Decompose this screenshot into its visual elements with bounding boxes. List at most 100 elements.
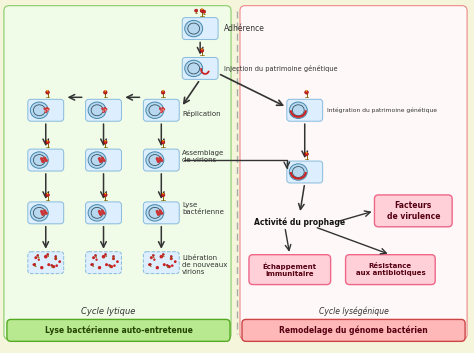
- Circle shape: [34, 263, 36, 265]
- Circle shape: [101, 157, 104, 160]
- Circle shape: [46, 140, 49, 144]
- Circle shape: [159, 157, 162, 161]
- Circle shape: [98, 157, 101, 160]
- Circle shape: [163, 108, 165, 110]
- Circle shape: [306, 152, 307, 154]
- Circle shape: [102, 255, 105, 258]
- Circle shape: [157, 213, 160, 215]
- Circle shape: [155, 157, 159, 160]
- FancyBboxPatch shape: [28, 99, 64, 121]
- Ellipse shape: [146, 205, 164, 221]
- Circle shape: [44, 210, 46, 213]
- FancyBboxPatch shape: [249, 255, 331, 285]
- Circle shape: [152, 255, 155, 256]
- Circle shape: [194, 9, 198, 12]
- Circle shape: [161, 109, 164, 112]
- Circle shape: [37, 258, 40, 261]
- Circle shape: [155, 266, 159, 269]
- Circle shape: [105, 109, 107, 110]
- Circle shape: [157, 160, 160, 162]
- FancyBboxPatch shape: [287, 99, 323, 121]
- Circle shape: [160, 110, 162, 112]
- Circle shape: [155, 210, 159, 213]
- Circle shape: [160, 159, 164, 162]
- Circle shape: [99, 213, 102, 216]
- Circle shape: [163, 90, 164, 92]
- Circle shape: [101, 107, 104, 110]
- Circle shape: [153, 258, 155, 261]
- FancyBboxPatch shape: [374, 195, 452, 227]
- FancyBboxPatch shape: [287, 161, 323, 183]
- Circle shape: [101, 157, 104, 161]
- Circle shape: [44, 157, 46, 161]
- Circle shape: [201, 48, 203, 50]
- Circle shape: [98, 266, 101, 269]
- Circle shape: [112, 257, 115, 260]
- Text: Adhérence: Adhérence: [224, 24, 265, 33]
- Circle shape: [95, 258, 98, 261]
- Circle shape: [156, 158, 159, 162]
- Ellipse shape: [88, 152, 106, 168]
- Circle shape: [113, 264, 116, 267]
- Circle shape: [157, 213, 160, 216]
- Ellipse shape: [88, 102, 106, 119]
- Text: Intégration du patrimoine génétique: Intégration du patrimoine génétique: [327, 108, 437, 113]
- Circle shape: [98, 210, 101, 213]
- Circle shape: [55, 256, 57, 257]
- Circle shape: [305, 90, 308, 94]
- Circle shape: [45, 159, 48, 162]
- Text: Cycle lységénique: Cycle lységénique: [319, 307, 389, 316]
- Circle shape: [44, 107, 46, 110]
- Circle shape: [41, 211, 44, 214]
- Circle shape: [159, 107, 162, 110]
- Circle shape: [161, 140, 165, 144]
- Circle shape: [150, 256, 153, 259]
- Circle shape: [163, 193, 164, 194]
- Circle shape: [162, 107, 164, 109]
- Circle shape: [104, 107, 106, 109]
- Ellipse shape: [146, 152, 164, 168]
- Circle shape: [42, 160, 45, 162]
- Ellipse shape: [146, 102, 164, 119]
- Circle shape: [170, 256, 172, 257]
- Circle shape: [105, 108, 108, 110]
- FancyBboxPatch shape: [86, 252, 121, 274]
- Circle shape: [47, 263, 50, 266]
- Circle shape: [44, 255, 47, 258]
- FancyBboxPatch shape: [7, 319, 230, 341]
- Circle shape: [162, 253, 164, 256]
- Text: Lyse
bactérienne: Lyse bactérienne: [182, 202, 224, 215]
- Circle shape: [163, 140, 164, 142]
- FancyBboxPatch shape: [143, 149, 179, 171]
- Circle shape: [105, 253, 107, 256]
- Circle shape: [161, 90, 165, 94]
- Circle shape: [161, 193, 165, 197]
- Circle shape: [102, 110, 105, 113]
- Text: Échappement
immunitaire: Échappement immunitaire: [263, 262, 317, 277]
- Circle shape: [202, 10, 206, 13]
- FancyBboxPatch shape: [242, 319, 465, 341]
- Circle shape: [166, 264, 168, 267]
- Text: Résistance
aux antibiotiques: Résistance aux antibiotiques: [356, 263, 425, 276]
- Circle shape: [58, 260, 61, 263]
- FancyBboxPatch shape: [143, 252, 179, 274]
- Circle shape: [43, 209, 46, 213]
- Circle shape: [45, 110, 46, 112]
- Ellipse shape: [185, 60, 203, 77]
- Circle shape: [46, 90, 49, 94]
- Circle shape: [45, 110, 47, 113]
- Circle shape: [110, 265, 113, 268]
- Circle shape: [90, 263, 93, 266]
- FancyBboxPatch shape: [86, 149, 121, 171]
- Circle shape: [41, 160, 44, 163]
- FancyBboxPatch shape: [143, 99, 179, 121]
- Circle shape: [37, 255, 39, 256]
- Circle shape: [159, 157, 162, 160]
- Circle shape: [54, 257, 57, 260]
- Circle shape: [157, 160, 160, 163]
- Circle shape: [103, 212, 106, 215]
- Circle shape: [103, 90, 107, 94]
- Circle shape: [201, 8, 203, 10]
- Circle shape: [45, 109, 48, 112]
- FancyBboxPatch shape: [143, 202, 179, 224]
